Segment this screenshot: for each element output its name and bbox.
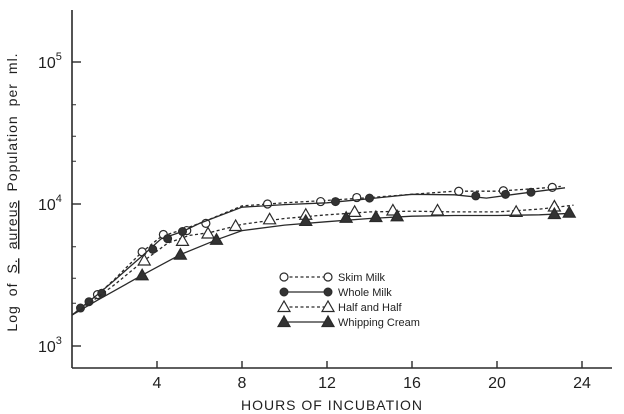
legend-marker (320, 299, 336, 313)
y-tick-label-exponent: 3 (56, 335, 62, 347)
data-point (331, 197, 340, 207)
y-tick-label: 105 (38, 51, 62, 72)
data-point (339, 210, 354, 223)
data-point (163, 234, 173, 244)
series-1 (71, 187, 566, 316)
y-tick-label-base: 10 (38, 55, 56, 72)
legend-marker (276, 299, 292, 313)
data-point (547, 206, 562, 220)
legend-marker (323, 272, 333, 282)
legend-item: Half and Half (276, 299, 403, 314)
y-tick-label-base: 10 (38, 197, 56, 214)
legend-label: Half and Half (338, 302, 403, 314)
y-axis-title: Log of S. aureus Population per ml. (4, 52, 20, 331)
legend-label: Skim Milk (338, 272, 386, 284)
legend-item: Whipping Cream (276, 314, 420, 329)
data-point (298, 213, 313, 227)
data-point (316, 196, 326, 207)
legend-label: Whole Milk (338, 287, 392, 299)
legend-marker (276, 314, 292, 328)
data-point (173, 247, 188, 260)
y-axis-title-word: of (4, 283, 20, 297)
data-point (430, 203, 445, 216)
series-line (71, 204, 574, 316)
legend-marker (323, 287, 333, 297)
y-axis-title-word: aureus (4, 200, 20, 249)
data-point (148, 244, 158, 254)
data-point (526, 187, 536, 197)
series-line (71, 185, 561, 316)
data-point (562, 205, 577, 218)
series-line (71, 212, 572, 316)
data-point (228, 218, 243, 232)
y-axis-title-word: Log (4, 305, 20, 331)
data-point (365, 193, 374, 203)
y-tick-label-exponent: 5 (56, 51, 62, 63)
legend-item: Skim Milk (279, 272, 386, 284)
data-point (454, 186, 464, 196)
legend-marker (320, 314, 336, 328)
y-tick-label-exponent: 4 (56, 193, 62, 205)
y-tick-label: 103 (38, 335, 62, 356)
x-axis-title: HOURS OF INCUBATION (241, 397, 423, 413)
data-point (509, 204, 524, 217)
data-point (262, 199, 273, 209)
series-line (71, 187, 566, 316)
legend-label: Whipping Cream (338, 317, 420, 329)
y-tick-label: 104 (38, 193, 62, 214)
data-point (501, 189, 510, 199)
y-tick-label-base: 10 (38, 339, 56, 356)
data-point (368, 209, 383, 223)
data-point (262, 212, 277, 225)
legend: Skim Milk Whole Milk Half and Half Whipping… (276, 272, 420, 329)
data-point (200, 226, 216, 239)
data-point (137, 253, 152, 266)
x-tick-label: 20 (488, 375, 506, 392)
y-axis-title-word: Population (4, 115, 20, 191)
data-point (135, 268, 150, 281)
x-tick-label: 4 (153, 375, 162, 392)
legend-marker (279, 287, 289, 297)
data-point (471, 191, 481, 201)
data-point (390, 209, 405, 222)
x-tick-label: 8 (238, 375, 247, 392)
y-axis-title-word: S. (4, 258, 20, 273)
data-point (175, 233, 190, 246)
series-2 (71, 199, 574, 316)
series-3 (71, 205, 577, 316)
legend-marker (279, 272, 289, 282)
y-axis-title-word: per (4, 83, 20, 106)
x-tick-label: 12 (318, 375, 336, 392)
legend-item: Whole Milk (279, 287, 392, 299)
y-axis-title-word: ml. (4, 52, 20, 74)
data-point (347, 204, 362, 217)
x-tick-label: 16 (403, 375, 421, 392)
data-point (209, 232, 224, 245)
x-tick-label: 24 (573, 375, 591, 392)
chart-marks (71, 182, 577, 316)
